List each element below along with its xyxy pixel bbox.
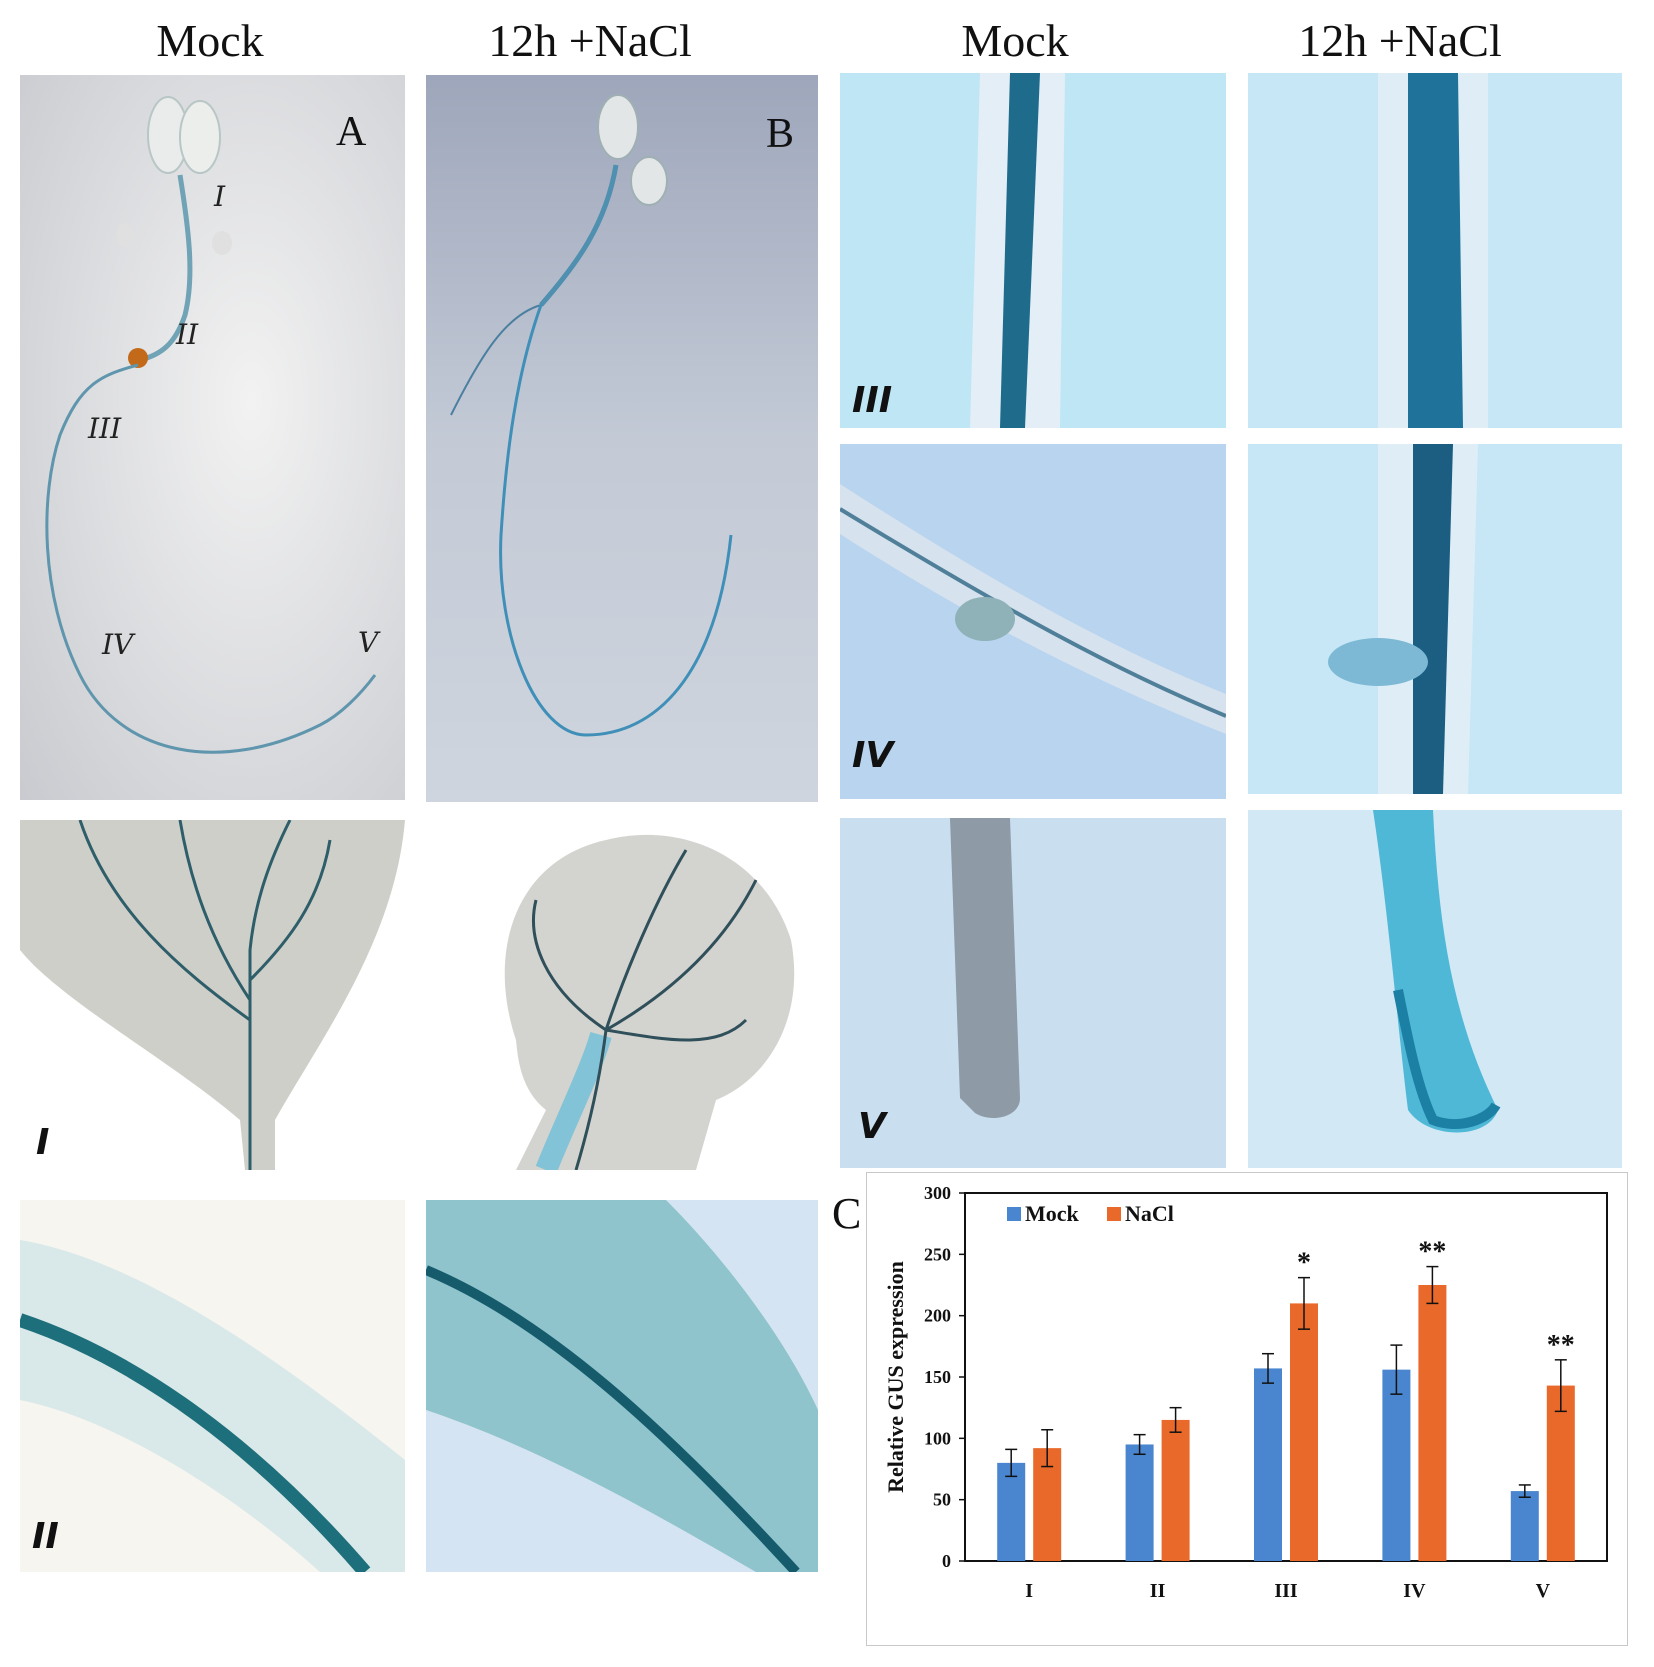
row-label-iii: III bbox=[852, 380, 893, 421]
lateral-root-mock-micrograph bbox=[840, 444, 1226, 799]
legend-label-mock: Mock bbox=[1025, 1201, 1080, 1226]
plot-area-frame bbox=[964, 1192, 1608, 1562]
seedling-mock-photo bbox=[20, 75, 405, 800]
y-tick-label: 300 bbox=[924, 1183, 951, 1203]
hypocotyl-nacl-micrograph bbox=[426, 1200, 818, 1572]
significance-marker: ** bbox=[1418, 1237, 1446, 1268]
bar-mock-i bbox=[997, 1462, 1026, 1561]
bar-mock-iv bbox=[1382, 1369, 1411, 1561]
panel-label-b: B bbox=[766, 111, 795, 157]
cotyledon-nacl-micrograph bbox=[426, 820, 818, 1170]
row-label-iv: IV bbox=[852, 735, 894, 776]
y-axis-label: Relative GUS expression bbox=[883, 1261, 908, 1493]
y-tick-label: 0 bbox=[942, 1551, 951, 1571]
seedling-region-label-iii: III bbox=[88, 412, 122, 445]
row-label-ii: II bbox=[32, 1516, 59, 1557]
seedling-region-label-iv: IV bbox=[102, 628, 134, 661]
bar-nacl-iv bbox=[1418, 1285, 1447, 1561]
legend-label-nacl: NaCl bbox=[1125, 1201, 1174, 1226]
significance-marker: ** bbox=[1547, 1330, 1575, 1361]
bar-mock-ii bbox=[1125, 1444, 1154, 1561]
bar-mock-v bbox=[1510, 1491, 1539, 1561]
y-tick-label: 100 bbox=[924, 1428, 951, 1448]
column-title-nacl-right: 12h +NaCl bbox=[1298, 15, 1502, 66]
column-title-mock-left: Mock bbox=[156, 15, 264, 66]
x-tick-label: II bbox=[1150, 1580, 1166, 1602]
root-tip-mock-micrograph bbox=[840, 818, 1226, 1168]
column-title-nacl-left: 12h +NaCl bbox=[488, 15, 692, 66]
row-label-i: I bbox=[36, 1122, 50, 1163]
y-tick-label: 200 bbox=[924, 1306, 951, 1326]
gus-expression-chart-frame: 0 50 100 150 200 250 300 Relative GUS expressio… bbox=[866, 1172, 1628, 1646]
bar-mock-iii bbox=[1254, 1368, 1282, 1561]
panel-label-c: C bbox=[832, 1189, 862, 1238]
y-tick-label: 150 bbox=[924, 1367, 951, 1387]
x-tick-label: IV bbox=[1403, 1580, 1426, 1602]
root-tip-nacl-micrograph bbox=[1248, 810, 1622, 1168]
column-title-mock-right: Mock bbox=[961, 15, 1069, 66]
gus-expression-bar-chart: 0 50 100 150 200 250 300 Relative GUS expressio… bbox=[883, 1183, 1608, 1602]
seedling-region-label-v: V bbox=[358, 626, 379, 659]
seedling-nacl-photo bbox=[426, 75, 818, 802]
root-upper-nacl-micrograph bbox=[1248, 73, 1622, 428]
panel-label-a: A bbox=[336, 109, 367, 155]
row-label-v: V bbox=[858, 1106, 886, 1147]
lateral-root-nacl-micrograph bbox=[1248, 444, 1622, 794]
bar-nacl-iii bbox=[1290, 1303, 1318, 1561]
legend-swatch-nacl bbox=[1107, 1207, 1121, 1221]
significance-marker: * bbox=[1297, 1248, 1311, 1279]
legend-swatch-mock bbox=[1007, 1207, 1021, 1221]
seedling-region-label-i: I bbox=[214, 180, 226, 213]
seedling-region-label-ii: II bbox=[176, 318, 199, 351]
hypocotyl-mock-micrograph bbox=[20, 1200, 405, 1572]
cotyledon-mock-micrograph bbox=[20, 820, 405, 1170]
x-tick-label: I bbox=[1025, 1580, 1033, 1602]
x-tick-label: V bbox=[1536, 1580, 1551, 1602]
x-tick-label: III bbox=[1274, 1580, 1298, 1602]
y-tick-label: 250 bbox=[924, 1244, 951, 1264]
bar-nacl-ii bbox=[1161, 1419, 1190, 1561]
y-tick-label: 50 bbox=[933, 1490, 951, 1510]
bar-nacl-v bbox=[1546, 1385, 1575, 1561]
root-upper-mock-micrograph bbox=[840, 73, 1226, 428]
